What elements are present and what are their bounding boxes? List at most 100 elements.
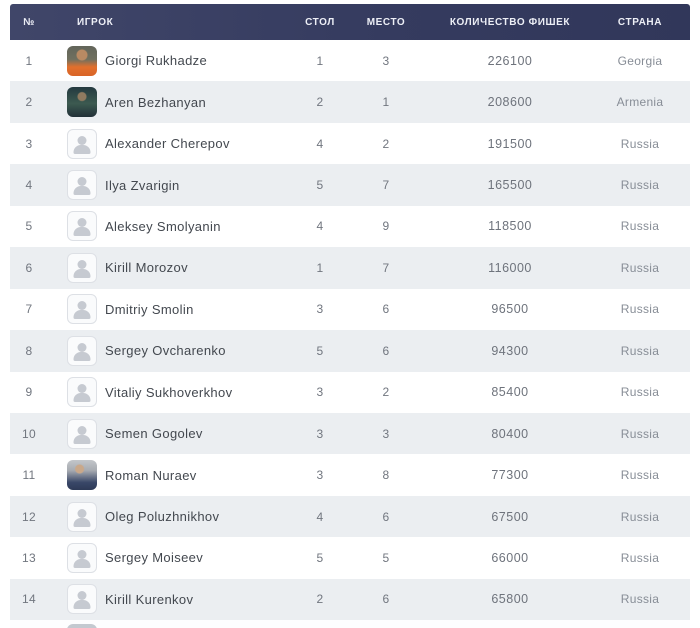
player-cell: Semen Gogolev [48,418,298,449]
person-icon [77,342,87,352]
chips-cell: 66000 [491,550,529,565]
place-cell: 8 [382,468,390,483]
place-cell: 7 [382,178,390,193]
table-number-cell: 1 [316,260,324,275]
player-name: Giorgi Rukhadze [105,53,208,69]
person-icon [73,517,91,527]
player-avatar [67,128,97,159]
person-icon [77,425,87,435]
place-cell: 1 [382,95,390,110]
country-cell: Russia [620,426,660,441]
table-row: 3 Alexander Cherepov 4 2 191500 Russia [10,122,690,165]
table-row: 13 Sergey Moiseev 5 5 66000 Russia [10,537,690,579]
person-icon [73,434,91,444]
column-header-table: СТОЛ [305,16,335,28]
person-icon [77,508,87,518]
place-cell: 6 [382,343,390,358]
chips-cell: 85400 [491,385,529,400]
player-cell: Sergey Moiseev [48,542,298,573]
player-cell: Alexander Cherepov [48,128,298,159]
chips-cell: 165500 [487,178,533,193]
table-number-cell: 4 [316,219,324,234]
place-cell: 3 [382,53,390,68]
table-number-cell: 4 [316,136,324,151]
place-cell: 6 [382,509,390,524]
table-number-cell: 4 [316,509,324,524]
place-cell: 6 [382,302,390,317]
player-avatar [67,501,97,532]
row-number-cell: 1 [25,53,33,68]
player-avatar [67,542,97,573]
country-cell: Russia [620,343,660,358]
table-row: 14 Kirill Kurenkov 2 6 65800 Russia [10,578,690,621]
table-number-cell: 3 [316,426,324,441]
country-cell: Georgia [617,53,663,68]
person-icon [73,144,91,154]
table-number-cell: 3 [316,468,324,483]
player-name: Aren Bezhanyan [105,94,207,110]
table-body: 1 Giorgi Rukhadze 1 3 226100 Georgia 2 Aren Bez… [10,40,690,621]
place-cell: 2 [382,136,390,151]
player-avatar [67,418,97,449]
person-icon [77,549,87,559]
player-avatar [67,584,97,615]
chips-cell: 96500 [491,302,529,317]
player-avatar [67,252,97,283]
chips-cell: 118500 [488,219,532,234]
place-cell: 5 [382,550,390,565]
country-cell: Russia [620,302,660,317]
country-cell: Russia [620,509,660,524]
table-row: 9 Vitaliy Sukhoverkhov 3 2 85400 Russia [10,371,690,413]
table-row: 7 Dmitriy Smolin 3 6 96500 Russia [10,288,690,331]
chips-cell: 191500 [487,136,533,151]
chips-cell: 65800 [491,592,529,607]
person-icon [73,268,91,278]
chips-cell: 67500 [491,509,529,524]
table-number-cell: 2 [316,592,324,607]
row-number-cell: 12 [22,509,36,524]
country-cell: Russia [620,468,660,483]
player-avatar [67,335,97,366]
person-icon [77,301,87,311]
player-name: Kirill Kurenkov [105,591,194,607]
player-name: Aleksey Smolyanin [105,218,221,234]
row-number-cell: 6 [25,260,33,275]
player-cell: Oleg Poluzhnikhov [48,501,298,532]
player-cell: Kirill Kurenkov [48,584,298,615]
row-number-cell: 4 [25,178,33,193]
table-number-cell: 5 [316,550,324,565]
player-avatar [67,460,97,491]
person-icon [73,351,91,361]
player-avatar [67,294,97,325]
chips-cell: 94300 [491,343,529,358]
player-name: Dmitriy Smolin [105,301,194,317]
row-number-cell: 10 [22,426,36,441]
country-cell: Russia [620,136,660,151]
player-cell: Aren Bezhanyan [48,87,298,118]
player-cell: Kirill Morozov [48,252,298,283]
country-cell: Russia [620,385,660,400]
leaderboard-table: № ИГРОК СТОЛ МЕСТО КОЛИЧЕСТВО ФИШЕК СТРА… [10,4,690,628]
column-header-player: ИГРОК [77,16,114,28]
player-cell: Dmitriy Smolin [48,294,298,325]
table-row: 2 Aren Bezhanyan 2 1 208600 Armenia [10,81,690,123]
table-number-cell: 3 [316,385,324,400]
place-cell: 6 [382,592,390,607]
person-icon [73,393,91,403]
player-avatar [67,211,97,242]
player-cell: Roman Nuraev [48,460,298,491]
place-cell: 9 [382,219,390,234]
row-number-cell: 14 [22,592,36,607]
person-icon [73,310,91,320]
column-header-country: СТРАНА [617,16,663,28]
row-number-cell: 7 [25,302,33,317]
country-cell: Armenia [616,95,664,110]
row-number-cell: 8 [25,343,33,358]
table-row: 5 Aleksey Smolyanin 4 9 118500 Russia [10,205,690,248]
column-header-place: МЕСТО [366,16,406,28]
table-header-row: № ИГРОК СТОЛ МЕСТО КОЛИЧЕСТВО ФИШЕК СТРА… [10,4,690,40]
row-number-cell: 13 [22,550,36,565]
place-cell: 3 [382,426,390,441]
player-cell: Giorgi Rukhadze [48,45,298,76]
